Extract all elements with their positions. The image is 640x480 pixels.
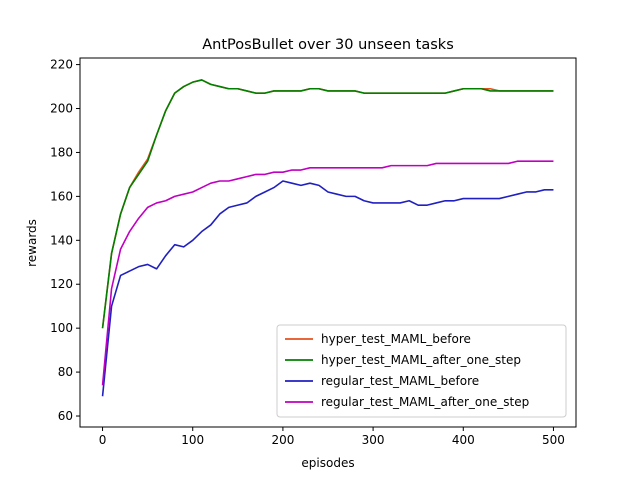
y-tick-label: 120 [50, 277, 73, 291]
y-tick-label: 180 [50, 145, 73, 159]
y-tick-label: 60 [58, 409, 73, 423]
legend-label: hyper_test_MAML_after_one_step [321, 353, 521, 367]
y-tick-label: 220 [50, 58, 73, 72]
legend: hyper_test_MAML_before hyper_test_MAML_af… [276, 324, 567, 418]
x-tick-label: 400 [452, 433, 475, 447]
x-tick-label: 500 [542, 433, 565, 447]
y-tick-label: 80 [58, 365, 73, 379]
x-tick-label: 200 [271, 433, 294, 447]
y-tick-label: 140 [50, 233, 73, 247]
y-tick-label: 160 [50, 189, 73, 203]
legend-label: hyper_test_MAML_before [321, 332, 471, 346]
y-tick-label: 100 [50, 321, 73, 335]
y-tick-label: 200 [50, 102, 73, 116]
legend-box [276, 324, 567, 418]
series-group [101, 79, 554, 397]
x-tick-label: 100 [181, 433, 204, 447]
series-line-regular-test-maml-before [101, 180, 554, 397]
chart-title: AntPosBullet over 30 unseen tasks [202, 37, 454, 53]
axis-ticks: 0 100 200 300 400 500 60 80 100 120 140 160 180 200 22… [50, 58, 565, 447]
series-line-regular-test-maml-after-one-step [101, 160, 554, 386]
x-tick-label: 300 [362, 433, 385, 447]
plot-frame [79, 57, 577, 428]
x-axis-label: episodes [301, 456, 354, 470]
x-tick-label: 0 [99, 433, 107, 447]
y-axis-label: rewards [25, 219, 39, 267]
legend-label: regular_test_MAML_after_one_step [321, 395, 529, 409]
series-line-hyper-test-maml-after-one-step [101, 79, 554, 329]
legend-label: regular_test_MAML_before [321, 374, 479, 388]
